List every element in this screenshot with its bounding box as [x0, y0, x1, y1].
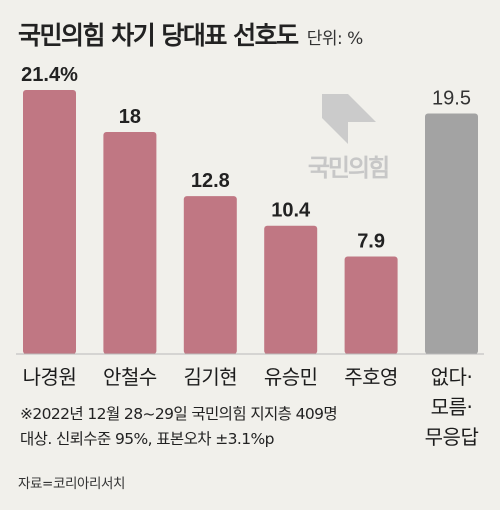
footnote-line-1: ※2022년 12월 28~29일 국민의힘 지지층 409명 — [20, 405, 338, 423]
category-label-6-line-2: 모름· — [431, 395, 473, 419]
bars-layer — [23, 90, 478, 354]
bar-1 — [23, 90, 76, 354]
bar-value-label-3: 12.8 — [191, 170, 230, 192]
chart-header: 국민의힘 차기 당대표 선호도 단위: % — [18, 16, 363, 56]
category-label-3: 김기현 — [183, 365, 237, 389]
category-label-4: 유승민 — [264, 365, 318, 389]
bar-value-label-4: 10.4 — [271, 200, 311, 222]
unit-label: 단위: % — [306, 29, 364, 49]
category-label-1: 나경원 — [23, 365, 77, 389]
bar-value-label-2: 18 — [119, 106, 141, 128]
bar-4 — [264, 225, 318, 354]
bar-5 — [344, 256, 398, 354]
bar-6 — [425, 113, 478, 354]
survey-footnote: ※2022년 12월 28~29일 국민의힘 지지층 409명 대상. 신뢰수준… — [20, 402, 338, 452]
footnote-line-2: 대상. 신뢰수준 95%, 표본오차 ±3.1%p — [20, 430, 274, 448]
category-label-6-line-3: 무응답 — [425, 425, 479, 449]
bar-3 — [183, 196, 237, 354]
bar-chart: 21.4% 나경원 18 안철수 12.8 김기현 10.4 유승민 7.9 주호영 19.5 없다·… — [16, 64, 484, 449]
chart-title: 국민의힘 차기 당대표 선호도 — [18, 21, 299, 50]
bar-value-label-5: 7.9 — [357, 231, 385, 253]
category-label-2: 안철수 — [103, 365, 157, 389]
source-label: 자료=코리아리서치 — [18, 476, 126, 492]
party-logo-text: 국민의힘 — [307, 154, 390, 182]
category-label-5: 주호영 — [344, 365, 398, 389]
category-label-6-line-1: 없다· — [431, 365, 473, 389]
party-logo-watermark: 국민의힘 — [286, 86, 410, 186]
party-logo-icon — [322, 94, 376, 144]
bar-value-label-1: 21.4% — [21, 64, 78, 86]
bar-value-label-6: 19.5 — [432, 87, 471, 109]
labels-layer: 21.4% 나경원 18 안철수 12.8 김기현 10.4 유승민 7.9 주호영 19.5 없다·… — [21, 64, 479, 449]
bar-2 — [103, 131, 157, 354]
